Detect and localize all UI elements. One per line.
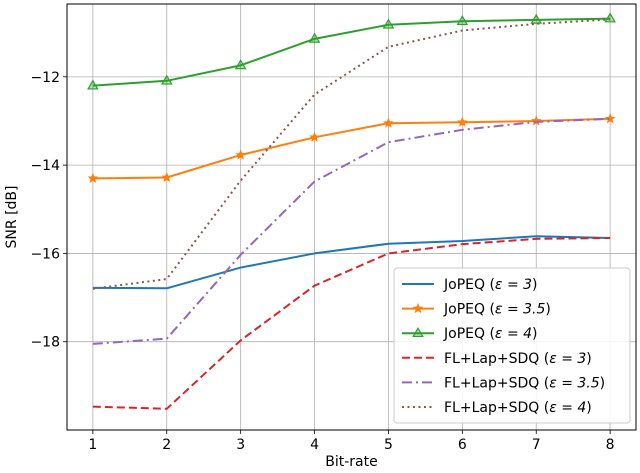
series-6 [92,18,611,290]
triangle-marker [308,32,321,43]
x-tick-label: 1 [88,437,97,453]
legend-entry: JoPEQ (ε = 3) [402,277,538,293]
x-axis-label: Bit-rate [325,454,377,470]
legend-entry: JoPEQ (ε = 3.5) [402,302,551,318]
triangle-marker [530,13,543,24]
series-3 [87,12,616,90]
axis-ticks: 1 2 3 4 5 6 7 8 −18 −16 −14 −12 [30,70,614,453]
x-tick-label: 8 [606,437,615,453]
y-tick-label: −16 [30,246,60,262]
legend-entry: JoPEQ (ε = 4) [402,326,538,342]
legend-entry: FL+Lap+SDQ (ε = 4) [402,400,592,416]
series-1 [92,235,611,290]
star-marker [412,303,424,314]
legend-label: FL+Lap+SDQ (ε = 3) [444,351,592,367]
star-marker [161,171,173,182]
triangle-marker [604,12,616,23]
legend-label: FL+Lap+SDQ (ε = 4) [444,400,592,416]
legend-entry: FL+Lap+SDQ (ε = 3) [402,351,592,367]
triangle-marker [412,326,424,338]
legend: JoPEQ (ε = 3) JoPEQ (ε = 3.5) JoPEQ (ε = 4… [393,267,631,424]
series-line [92,236,611,410]
x-tick-label: 4 [310,437,319,453]
series-line [92,17,611,87]
series-line [92,235,611,290]
x-tick-label: 7 [532,437,541,453]
star-marker [457,116,468,127]
plot-frame [66,3,637,431]
legend-label: FL+Lap+SDQ (ε = 3.5) [444,375,605,391]
series-layer [87,12,616,410]
y-axis-label: SNR [dB] [4,186,20,249]
star-marker [604,113,616,124]
star-marker [87,172,99,183]
legend-label: JoPEQ (ε = 3.5) [443,302,551,318]
x-tick-label: 3 [236,437,245,453]
star-marker [383,117,394,128]
y-tick-label: −18 [30,335,60,351]
x-tick-label: 5 [384,437,393,453]
star-marker [309,131,320,142]
y-tick-label: −14 [30,158,60,174]
triangle-marker [87,79,99,90]
series-line [92,117,611,180]
legend-label: JoPEQ (ε = 3) [443,277,538,293]
triangle-marker [160,74,173,85]
legend-box [393,267,631,424]
series-4 [92,236,611,410]
x-tick-label: 2 [162,437,171,453]
x-tick-label: 6 [458,437,467,453]
y-tick-label: −12 [30,70,60,86]
series-line [92,18,611,290]
legend-label: JoPEQ (ε = 4) [443,326,538,342]
legend-entry: FL+Lap+SDQ (ε = 3.5) [402,375,605,391]
star-marker [235,149,246,160]
triangle-marker [456,15,469,26]
triangle-marker [382,18,395,29]
triangle-marker [234,59,247,70]
grid-lines [67,4,636,430]
series-2 [87,113,616,183]
